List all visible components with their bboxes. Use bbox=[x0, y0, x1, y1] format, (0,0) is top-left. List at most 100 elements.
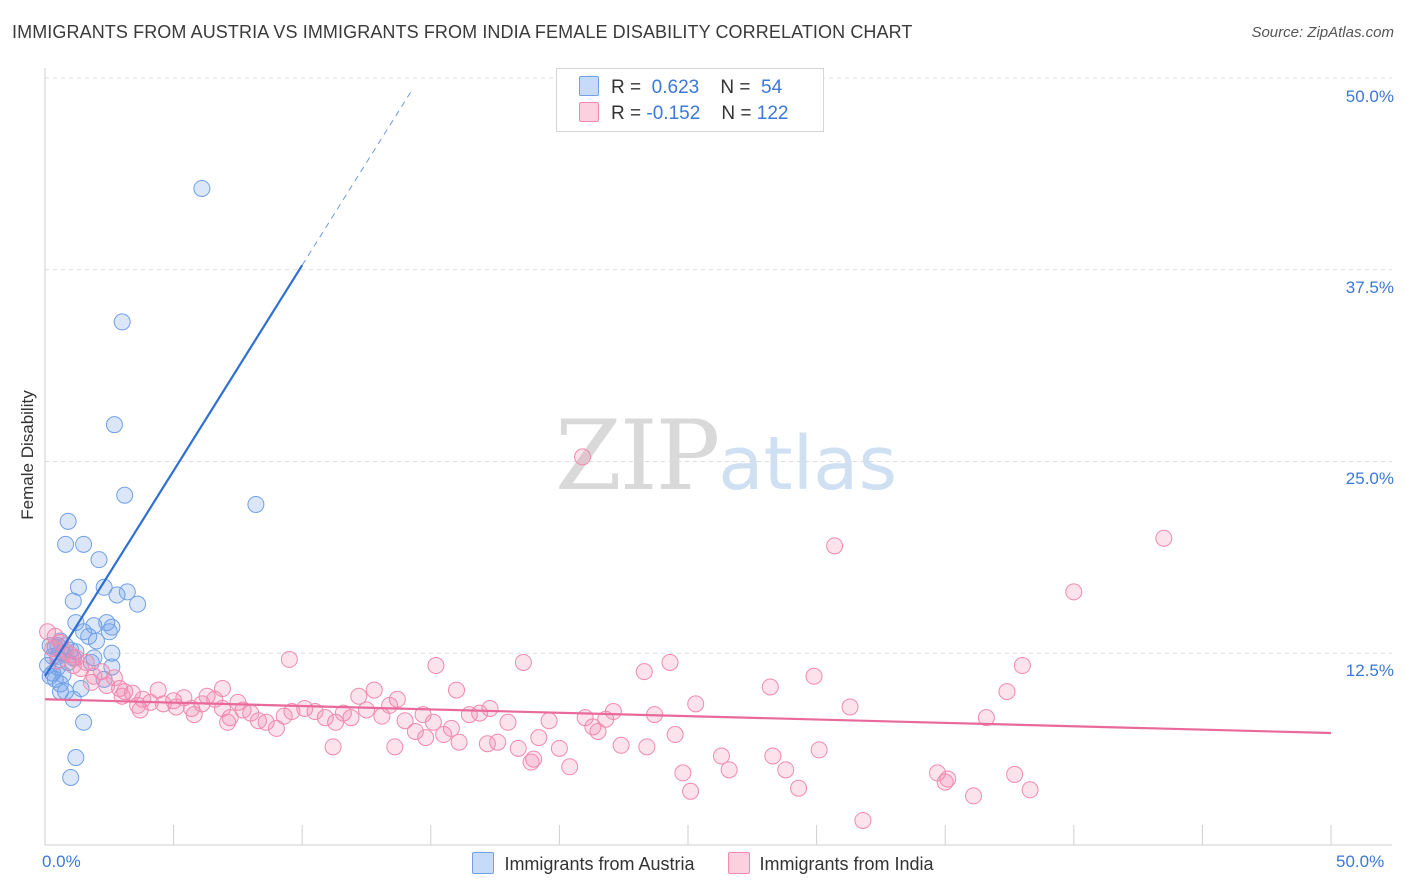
india-point bbox=[1155, 529, 1173, 547]
india-point bbox=[1021, 781, 1039, 799]
austria-point bbox=[108, 586, 126, 604]
india-point bbox=[597, 710, 615, 728]
india-n-label: N = bbox=[721, 103, 752, 124]
y-tick-label: 50.0% bbox=[1345, 87, 1394, 106]
india-point bbox=[761, 678, 779, 696]
india-point bbox=[72, 660, 90, 678]
india-swatch bbox=[579, 102, 599, 122]
series-legend: Immigrants from Austria Immigrants from … bbox=[0, 852, 1406, 875]
austria-point bbox=[103, 618, 121, 636]
india-point bbox=[805, 667, 823, 685]
austria-point bbox=[100, 623, 118, 641]
legend-item-austria: Immigrants from Austria bbox=[472, 852, 694, 875]
india-point bbox=[324, 738, 342, 756]
india-point bbox=[49, 652, 67, 670]
austria-point bbox=[57, 535, 75, 553]
india-point bbox=[213, 680, 231, 698]
austria-point bbox=[87, 632, 105, 650]
india-point bbox=[841, 698, 859, 716]
india-point bbox=[365, 681, 383, 699]
x-tick-label: 50.0% bbox=[1336, 852, 1385, 871]
india-point bbox=[810, 741, 828, 759]
india-r-value: -0.152 bbox=[646, 103, 701, 124]
austria-point bbox=[64, 592, 82, 610]
india-point bbox=[386, 738, 404, 756]
india-point bbox=[442, 719, 460, 737]
legend-row-austria: R = 0.623 N = 54 bbox=[579, 76, 782, 99]
india-point bbox=[522, 753, 540, 771]
india-point bbox=[964, 787, 982, 805]
india-point bbox=[296, 699, 314, 717]
legend-item-india: Immigrants from India bbox=[727, 852, 934, 875]
india-point bbox=[448, 681, 466, 699]
austria-point bbox=[129, 595, 147, 613]
india-point bbox=[638, 738, 656, 756]
india-point bbox=[764, 747, 782, 765]
india-point bbox=[1013, 657, 1031, 675]
austria-point bbox=[118, 583, 136, 601]
india-point bbox=[674, 764, 692, 782]
austria-r-value: 0.623 bbox=[651, 77, 700, 98]
india-point bbox=[574, 448, 592, 466]
austria-point bbox=[59, 512, 77, 530]
india-point bbox=[584, 718, 602, 736]
india-point bbox=[414, 706, 432, 724]
india-trend-line bbox=[44, 698, 1332, 735]
india-point bbox=[185, 706, 203, 724]
india-point bbox=[977, 709, 995, 727]
austria-point bbox=[113, 313, 131, 331]
watermark: ZIPatlas bbox=[555, 400, 897, 512]
india-point bbox=[530, 729, 548, 747]
india-point bbox=[154, 695, 172, 713]
india-point bbox=[612, 736, 630, 754]
austria-point bbox=[67, 749, 85, 767]
india-point bbox=[417, 729, 435, 747]
india-point bbox=[481, 699, 499, 717]
india-point bbox=[712, 747, 730, 765]
india-point bbox=[406, 722, 424, 740]
india-point bbox=[499, 713, 517, 731]
chart-title: IMMIGRANTS FROM AUSTRIA VS IMMIGRANTS FR… bbox=[12, 22, 913, 42]
austria-point bbox=[62, 769, 80, 787]
austria-point bbox=[193, 179, 211, 197]
austria-legend-swatch bbox=[472, 852, 495, 874]
y-tick-label: 37.5% bbox=[1345, 278, 1394, 297]
india-point bbox=[514, 653, 532, 671]
india-point bbox=[661, 653, 679, 671]
austria-point bbox=[103, 658, 121, 676]
india-point bbox=[666, 726, 684, 744]
india-legend-label: Immigrants from India bbox=[759, 854, 934, 874]
india-point bbox=[388, 690, 406, 708]
india-point bbox=[939, 770, 957, 788]
india-point bbox=[720, 761, 738, 779]
austria-n-value: 54 bbox=[761, 77, 783, 98]
austria-swatch bbox=[579, 76, 599, 96]
india-point bbox=[219, 713, 237, 731]
austria-legend-label: Immigrants from Austria bbox=[504, 854, 695, 874]
austria-point bbox=[75, 623, 93, 641]
india-point bbox=[826, 537, 844, 555]
austria-point bbox=[116, 486, 134, 504]
india-point bbox=[280, 650, 298, 668]
india-point bbox=[257, 713, 275, 731]
austria-point bbox=[75, 713, 93, 731]
india-point bbox=[525, 750, 543, 768]
india-point bbox=[777, 761, 795, 779]
india-point bbox=[131, 701, 149, 719]
india-point bbox=[1006, 765, 1024, 783]
india-point bbox=[936, 773, 954, 791]
india-point bbox=[790, 779, 808, 797]
austria-r-label: R = bbox=[611, 77, 642, 98]
india-point bbox=[687, 695, 705, 713]
watermark-zip: ZIP bbox=[555, 400, 720, 512]
india-point bbox=[350, 687, 368, 705]
india-n-value: 122 bbox=[756, 103, 789, 124]
india-point bbox=[478, 735, 496, 753]
austria-trend-line bbox=[44, 264, 304, 677]
y-tick-label: 25.0% bbox=[1345, 469, 1394, 488]
legend-row-india: R = -0.152 N = 122 bbox=[579, 102, 788, 125]
x-tick-label: 0.0% bbox=[42, 852, 81, 871]
india-point bbox=[427, 657, 445, 675]
india-point bbox=[267, 719, 285, 737]
